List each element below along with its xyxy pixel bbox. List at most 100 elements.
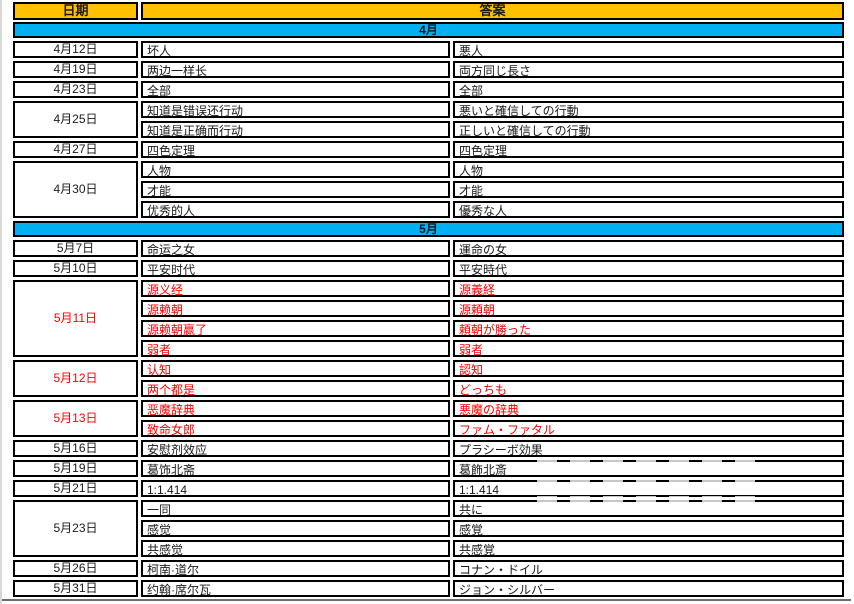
table-row: 5月10日 平安时代 平安時代 xyxy=(13,260,844,277)
answer-cell-cn: 坏人 xyxy=(141,41,450,58)
date-cell: 4月12日 xyxy=(13,41,138,58)
answer-cell-cn: 恶魔辞典 xyxy=(141,400,450,417)
date-cell: 5月12日 xyxy=(13,360,138,397)
table-row: 4月27日 四色定理 四色定理 xyxy=(13,141,844,158)
answer-cell-jp: 弱者 xyxy=(453,340,844,357)
answer-cell-cn: 1:1.414 xyxy=(141,480,450,497)
month-header: 5月 xyxy=(13,221,844,237)
answer-cell-jp: ジョン・シルバー xyxy=(453,580,844,597)
column-header-date: 日期 xyxy=(13,2,138,20)
answer-line: 源义经 源義経 xyxy=(141,280,844,297)
answer-cells: 安慰剂效应 プラシーボ効果 xyxy=(141,440,844,457)
answer-cell-jp: 優秀な人 xyxy=(453,201,844,218)
answer-cell-jp: 平安時代 xyxy=(453,260,844,277)
answer-cell-cn: 平安时代 xyxy=(141,260,450,277)
answer-cell-cn: 两个都是 xyxy=(141,380,450,397)
answer-cell-jp: 才能 xyxy=(453,181,844,198)
answer-line: 平安时代 平安時代 xyxy=(141,260,844,277)
date-cell: 5月26日 xyxy=(13,560,138,577)
table-row: 4月23日 全部 全部 xyxy=(13,81,844,98)
table-row: 5月23日 一同 共に感觉 感覚共感觉 共感覚 xyxy=(13,500,844,557)
date-cell: 4月30日 xyxy=(13,161,138,218)
answer-cell-jp: 悪いと確信しての行動 xyxy=(453,101,844,118)
answer-cell-jp: ファム・ファタル xyxy=(453,420,844,437)
answer-cells: 四色定理 四色定理 xyxy=(141,141,844,158)
answer-cells: 1:1.414 1:1.414 xyxy=(141,480,844,497)
answer-cell-cn: 认知 xyxy=(141,360,450,377)
table-header-row: 日期 答案 xyxy=(13,2,844,20)
answer-line: 致命女郎 ファム・ファタル xyxy=(141,420,844,437)
date-cell: 4月19日 xyxy=(13,61,138,78)
answer-cell-jp: 葛飾北斎 xyxy=(453,460,844,477)
table-row: 5月11日 源义经 源義経 源赖朝 源頼朝 源赖朝赢了 頼朝が勝った 弱者 弱者 xyxy=(13,280,844,357)
answer-line: 共感觉 共感覚 xyxy=(141,540,844,557)
answer-cells: 认知 認知 两个都是 どっちも xyxy=(141,360,844,397)
answer-line: 弱者 弱者 xyxy=(141,340,844,357)
table-row: 5月21日 1:1.414 1:1.414 xyxy=(13,480,844,497)
answer-cell-cn: 葛饰北斋 xyxy=(141,460,450,477)
answer-cells: 柯南·道尔 コナン・ドイル xyxy=(141,560,844,577)
table-row: 4月30日 人物 人物 才能 才能 优秀的人 優秀な人 xyxy=(13,161,844,218)
answer-cell-cn: 共感觉 xyxy=(141,540,450,557)
date-cell: 5月21日 xyxy=(13,480,138,497)
answer-cells: 源义经 源義経 源赖朝 源頼朝 源赖朝赢了 頼朝が勝った 弱者 弱者 xyxy=(141,280,844,357)
date-cell: 5月23日 xyxy=(13,500,138,557)
answer-cells: 全部 全部 xyxy=(141,81,844,98)
answer-line: 知道是正确而行动 正しいと確信しての行動 xyxy=(141,121,844,138)
answer-cell-cn: 四色定理 xyxy=(141,141,450,158)
answer-line: 人物 人物 xyxy=(141,161,844,178)
answer-cells: 知道是错误还行动 悪いと確信しての行動 知道是正确而行动 正しいと確信しての行動 xyxy=(141,101,844,138)
answer-line: 柯南·道尔 コナン・ドイル xyxy=(141,560,844,577)
table-row: 5月16日 安慰剂效应 プラシーボ効果 xyxy=(13,440,844,457)
date-cell: 5月7日 xyxy=(13,240,138,257)
answer-line: 知道是错误还行动 悪いと確信しての行動 xyxy=(141,101,844,118)
date-cell: 4月27日 xyxy=(13,141,138,158)
answer-cell-cn: 一同 xyxy=(141,500,450,517)
table-row: 5月13日 恶魔辞典 悪魔の辞典 致命女郎 ファム・ファタル xyxy=(13,400,844,437)
answer-line: 源赖朝 源頼朝 xyxy=(141,300,844,317)
answer-cell-jp: 感覚 xyxy=(453,520,844,537)
date-cell: 4月25日 xyxy=(13,101,138,138)
answer-cell-cn: 安慰剂效应 xyxy=(141,440,450,457)
answer-cells: 平安时代 平安時代 xyxy=(141,260,844,277)
month-label: 5月 xyxy=(419,222,438,236)
answer-cell-jp: 両方同じ長さ xyxy=(453,61,844,78)
answer-cell-jp: 源義経 xyxy=(453,280,844,297)
answer-cells: 命运之女 運命の女 xyxy=(141,240,844,257)
answer-cell-cn: 全部 xyxy=(141,81,450,98)
table-row: 5月31日 约翰·席尔瓦 ジョン・シルバー xyxy=(13,580,844,597)
answer-line: 恶魔辞典 悪魔の辞典 xyxy=(141,400,844,417)
answer-line: 一同 共に xyxy=(141,500,844,517)
answer-line: 安慰剂效应 プラシーボ効果 xyxy=(141,440,844,457)
answer-cell-jp: プラシーボ効果 xyxy=(453,440,844,457)
answer-cell-jp: 共感覚 xyxy=(453,540,844,557)
answer-cell-cn: 弱者 xyxy=(141,340,450,357)
answer-cell-jp: 共に xyxy=(453,500,844,517)
answer-line: 才能 才能 xyxy=(141,181,844,198)
column-header-answer: 答案 xyxy=(141,2,844,20)
answer-line: 1:1.414 1:1.414 xyxy=(141,480,844,497)
month-label: 4月 xyxy=(419,23,438,37)
date-cell: 5月16日 xyxy=(13,440,138,457)
answer-cells: 一同 共に感觉 感覚共感觉 共感覚 xyxy=(141,500,844,557)
month-header: 4月 xyxy=(13,22,844,38)
answer-cells: 人物 人物 才能 才能 优秀的人 優秀な人 xyxy=(141,161,844,218)
answer-cell-jp: 全部 xyxy=(453,81,844,98)
answer-cell-cn: 约翰·席尔瓦 xyxy=(141,580,450,597)
answer-line: 感觉 感覚 xyxy=(141,520,844,537)
answer-cell-cn: 源赖朝 xyxy=(141,300,450,317)
answer-cell-cn: 人物 xyxy=(141,161,450,178)
answer-line: 坏人 悪人 xyxy=(141,41,844,58)
date-cell: 5月11日 xyxy=(13,280,138,357)
answer-cell-cn: 才能 xyxy=(141,181,450,198)
answer-cell-jp: 人物 xyxy=(453,161,844,178)
answer-cell-jp: 運命の女 xyxy=(453,240,844,257)
answer-cells: 恶魔辞典 悪魔の辞典 致命女郎 ファム・ファタル xyxy=(141,400,844,437)
answer-line: 命运之女 運命の女 xyxy=(141,240,844,257)
answer-cell-cn: 源赖朝赢了 xyxy=(141,320,450,337)
answer-line: 全部 全部 xyxy=(141,81,844,98)
answer-line: 认知 認知 xyxy=(141,360,844,377)
table-row: 5月26日 柯南·道尔 コナン・ドイル xyxy=(13,560,844,577)
answer-cell-cn: 命运之女 xyxy=(141,240,450,257)
answer-cells: 葛饰北斋 葛飾北斎 xyxy=(141,460,844,477)
